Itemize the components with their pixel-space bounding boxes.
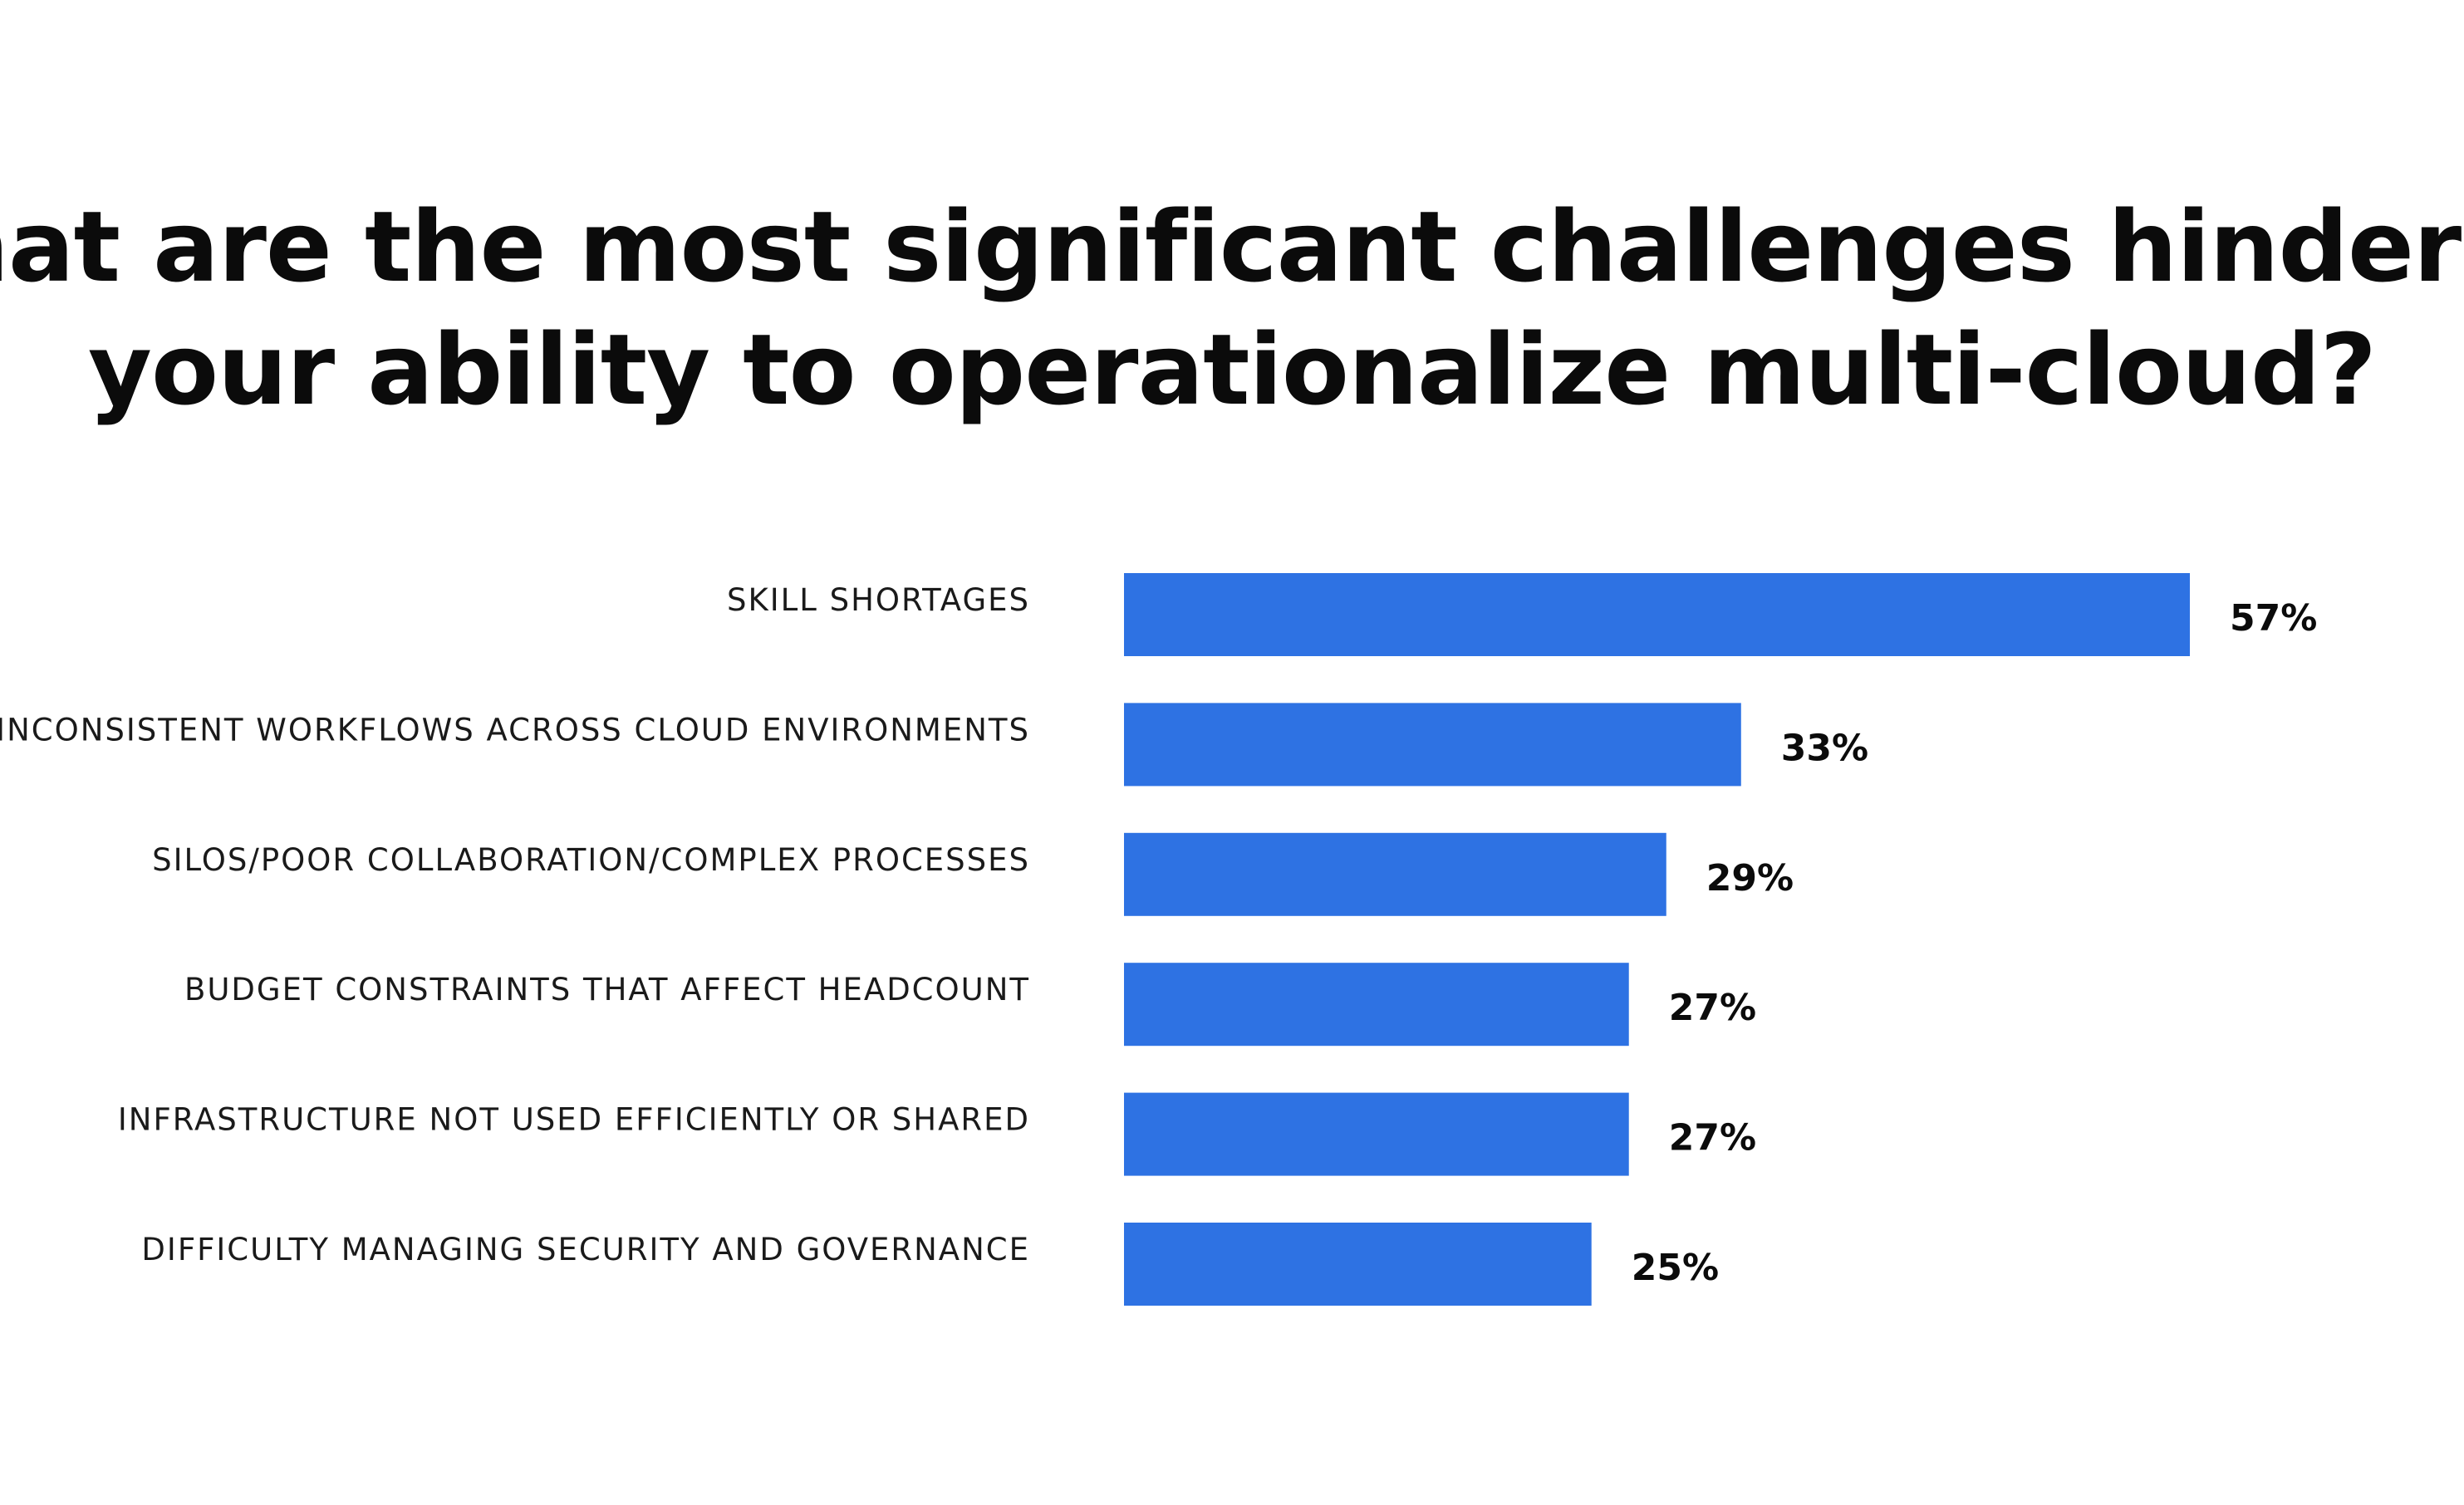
chart-title-line-2: your ability to operationalize multi-clo…	[88, 312, 2376, 427]
bar-4	[1124, 963, 1629, 1047]
bar-1	[1124, 573, 2190, 656]
bar-5	[1124, 1092, 1629, 1176]
bar-series	[1124, 573, 2190, 1306]
category-label-4: BUDGET CONSTRAINTS THAT AFFECT HEADCOUNT	[184, 972, 1030, 1007]
category-label-6: DIFFICULTY MANAGING SECURITY AND GOVERNA…	[141, 1232, 1030, 1267]
value-label-2: 33%	[1781, 727, 1868, 769]
category-labels: SKILL SHORTAGES INCONSISTENT WORKFLOWS AC…	[0, 582, 1030, 1267]
category-label-3: SILOS/POOR COLLABORATION/COMPLEX PROCESS…	[152, 842, 1030, 878]
bar-2	[1124, 703, 1741, 787]
chart-title-line-1: What are the most significant challenges…	[0, 189, 2464, 304]
category-label-1: SKILL SHORTAGES	[727, 582, 1030, 618]
chart-title: What are the most significant challenges…	[0, 189, 2464, 427]
category-label-5: INFRASTRUCTURE NOT USED EFFICIENTLY OR S…	[118, 1102, 1030, 1138]
value-label-5: 27%	[1669, 1117, 1756, 1159]
category-label-2: INCONSISTENT WORKFLOWS ACROSS CLOUD ENVI…	[0, 712, 1030, 748]
bar-3	[1124, 832, 1666, 916]
value-label-1: 57%	[2230, 597, 2317, 640]
value-labels: 57% 33% 29% 27% 27% 25%	[1632, 597, 2318, 1289]
value-label-6: 25%	[1632, 1247, 1719, 1289]
value-label-3: 29%	[1706, 857, 1794, 900]
bar-6	[1124, 1223, 1592, 1306]
value-label-4: 27%	[1669, 987, 1756, 1029]
